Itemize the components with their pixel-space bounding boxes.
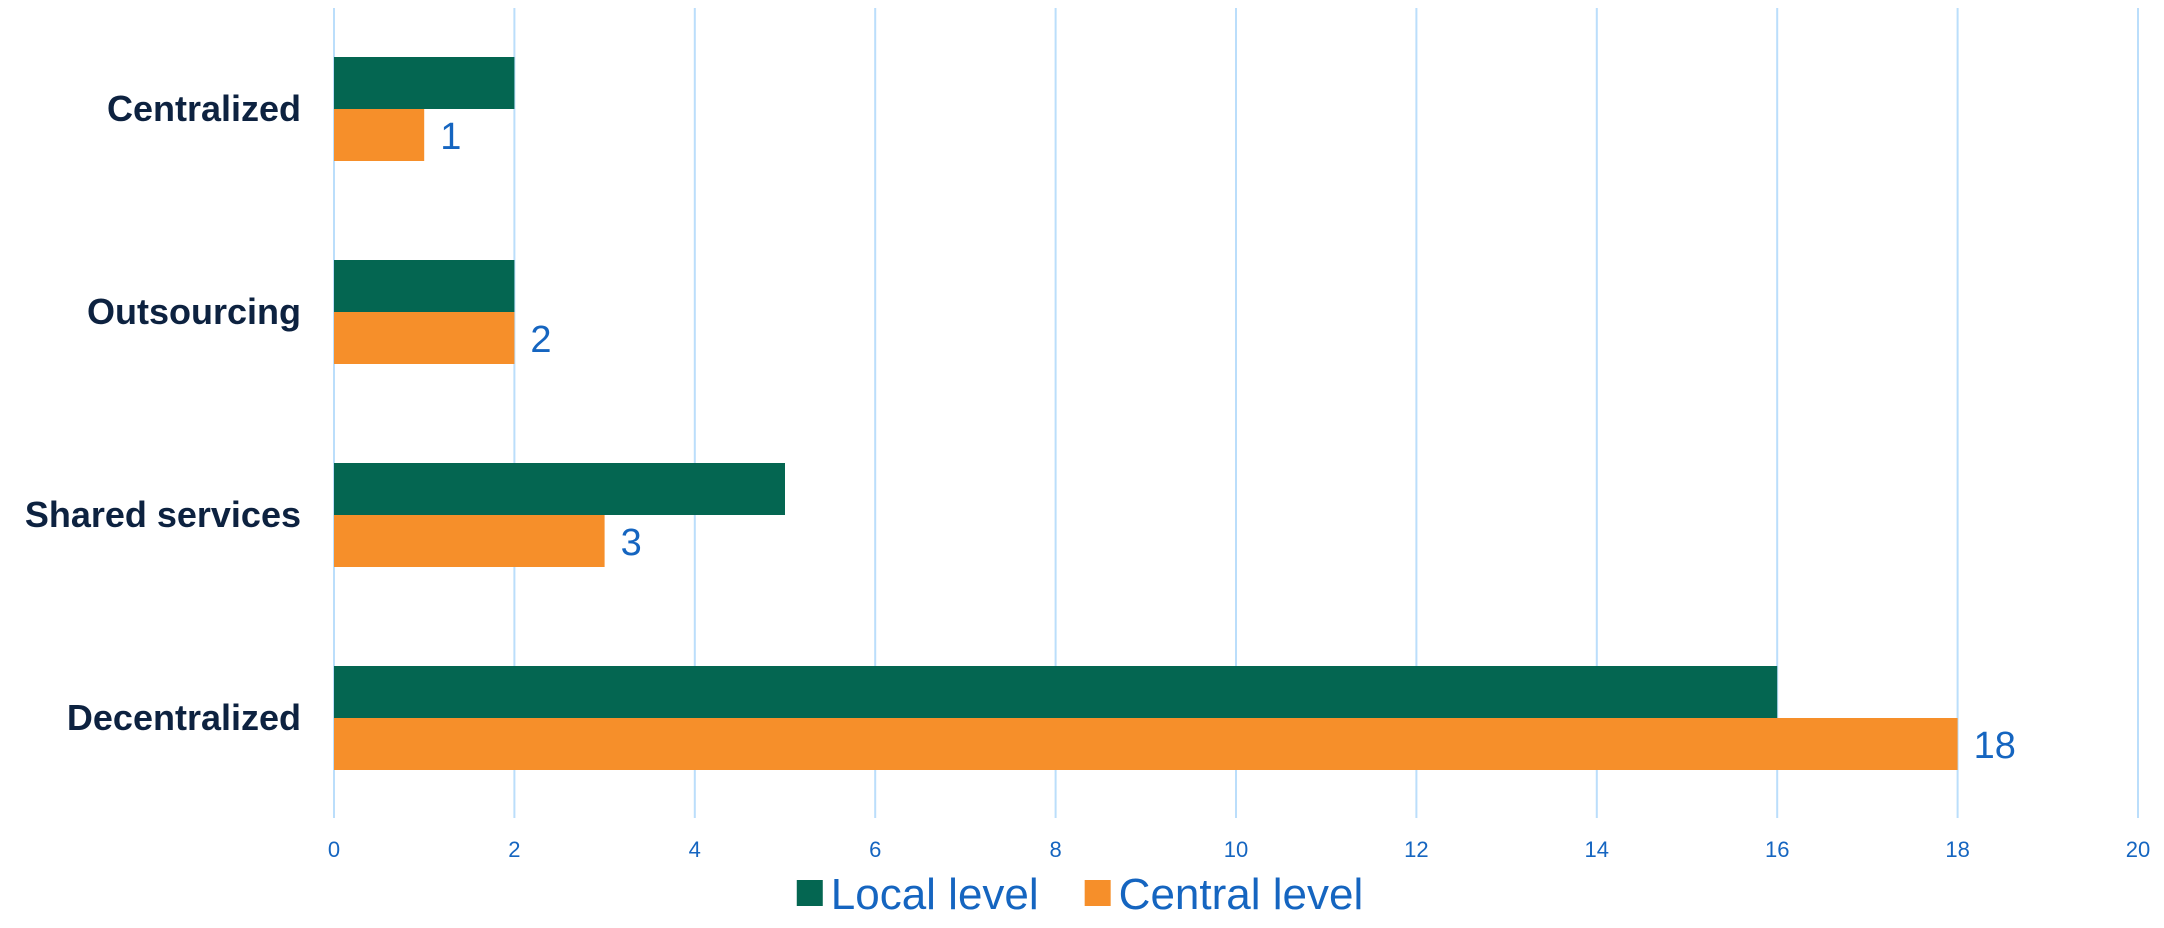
category-label: Decentralized (67, 697, 301, 738)
bar-local-level (334, 463, 785, 515)
bar-central-level (334, 718, 1958, 770)
x-tick-label: 16 (1765, 837, 1789, 862)
x-tick-label: 6 (869, 837, 881, 862)
x-tick-label: 10 (1224, 837, 1248, 862)
legend-label: Local level (831, 870, 1039, 919)
legend-item-central-level: Central level (1084, 870, 1364, 919)
bars (334, 57, 1958, 770)
data-label: 1 (440, 116, 461, 158)
data-label: 18 (1974, 725, 2016, 767)
bar-central-level (334, 312, 515, 364)
legend-swatch (796, 880, 823, 906)
legend: Local level Central level (796, 870, 1364, 919)
bar-local-level (334, 260, 515, 312)
x-axis-tick-labels: 0 2 4 6 8 10 12 14 16 18 20 (328, 837, 2150, 862)
bar-central-level (334, 109, 425, 161)
x-tick-label: 12 (1404, 837, 1428, 862)
category-label: Outsourcing (87, 291, 301, 332)
x-tick-label: 20 (2126, 837, 2150, 862)
bar-central-level (334, 515, 605, 567)
x-tick-label: 8 (1049, 837, 1061, 862)
gridlines (333, 8, 2139, 818)
legend-swatch (1084, 880, 1111, 906)
x-tick-label: 2 (508, 837, 520, 862)
category-label: Centralized (107, 88, 301, 129)
data-label: 2 (530, 319, 551, 361)
x-tick-label: 0 (328, 837, 340, 862)
legend-label: Central level (1119, 870, 1364, 919)
category-label: Shared services (25, 494, 301, 535)
legend-item-local-level: Local level (796, 870, 1039, 919)
bar-local-level (334, 666, 1778, 718)
bar-local-level (334, 57, 515, 109)
x-tick-label: 4 (689, 837, 701, 862)
x-tick-label: 18 (1945, 837, 1969, 862)
category-labels: Centralized Outsourcing Shared services Dec… (25, 88, 301, 738)
x-tick-label: 14 (1585, 837, 1609, 862)
data-labels: 1 2 3 18 (440, 116, 2016, 767)
data-label: 3 (621, 522, 642, 564)
